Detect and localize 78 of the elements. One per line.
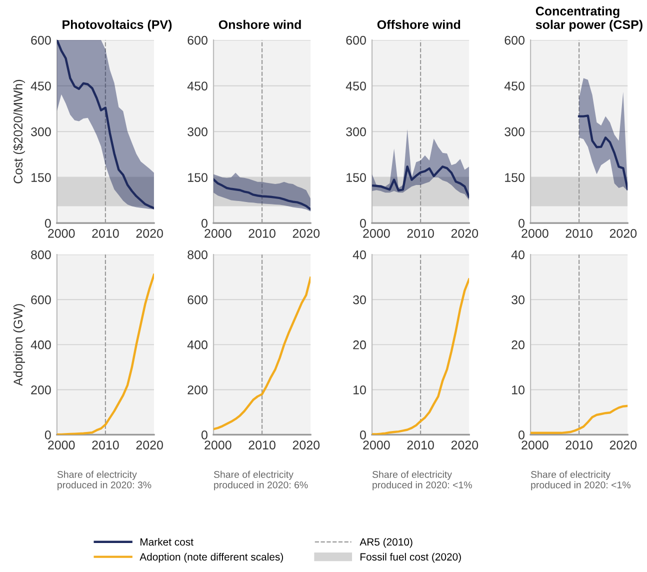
y-tick-label: 400 [30, 340, 51, 350]
y-tick-label: 600 [188, 36, 208, 45]
x-tick-label: 2020 [451, 228, 478, 238]
legend-label: Fossil fuel cost (2020) [360, 552, 461, 563]
x-tick-label: 2000 [204, 440, 232, 450]
x-tick-label: 2020 [136, 228, 163, 238]
y-tick-label: 0 [44, 218, 51, 228]
legend-label: AR5 (2010) [360, 538, 412, 548]
y-tick-label: 200 [31, 385, 51, 394]
y-tick-label: 20 [353, 340, 366, 350]
y-tick-label: 450 [187, 82, 208, 90]
x-tick-label: 2010 [92, 440, 119, 450]
y-tick-label: 0 [201, 218, 208, 228]
y-axis-title: Adoption (GW) [13, 304, 25, 386]
x-tick-label: 2020 [292, 440, 320, 450]
y-tick-label: 300 [31, 127, 51, 136]
y-tick-label: 400 [187, 340, 208, 350]
y-tick-label: 600 [504, 36, 524, 45]
chart-title: Offshore wind [377, 20, 460, 30]
y-tick-label: 450 [504, 82, 524, 90]
y-tick-label: 150 [188, 173, 208, 182]
y-tick-label: 40 [511, 250, 524, 260]
x-tick-label: 2000 [522, 228, 548, 238]
x-tick-label: 2000 [363, 228, 390, 238]
y-tick-label: 150 [346, 173, 366, 182]
text: Share of electricity produced in 2020: 3% [57, 470, 152, 490]
x-tick-label: 2010 [248, 228, 276, 238]
y-tick-label: 200 [188, 385, 208, 394]
x-tick-label: 2020 [136, 440, 163, 450]
y-tick-label: 10 [354, 385, 366, 394]
x-tick-label: 2000 [48, 228, 75, 238]
x-tick-label: 2010 [248, 440, 276, 450]
y-tick-label: 600 [346, 36, 366, 45]
y-tick-label: 0 [201, 430, 208, 440]
chart-title: Concentrating solar power (CSP) [536, 6, 642, 32]
y-tick-label: 300 [504, 127, 524, 136]
x-tick-label: 2000 [204, 228, 232, 238]
x-tick-label: 2020 [610, 228, 637, 238]
y-tick-label: 0 [360, 430, 366, 440]
x-tick-label: 2000 [522, 440, 548, 450]
x-tick-label: 2010 [407, 440, 434, 450]
y-tick-label: 600 [31, 295, 51, 304]
x-tick-label: 2000 [363, 440, 390, 450]
x-tick-label: 2010 [566, 228, 592, 238]
y-tick-label: 800 [188, 250, 208, 260]
y-tick-label: 450 [30, 82, 51, 90]
y-tick-label: 30 [353, 295, 366, 304]
legend-label: Adoption (note different scales) [140, 552, 283, 563]
y-tick-label: 40 [352, 250, 366, 260]
y-tick-label: 20 [512, 340, 524, 350]
y-tick-label: 300 [346, 127, 366, 136]
x-tick-label: 2010 [566, 440, 592, 450]
legend-label: Market cost [140, 538, 194, 546]
y-tick-label: 600 [188, 295, 208, 304]
x-tick-label: 2020 [292, 228, 320, 238]
y-tick-label: 450 [346, 82, 366, 90]
y-axis-title: Cost ($2020/MWh) [13, 80, 25, 184]
text: Share of electricity produced in 2020: 6% [214, 470, 308, 490]
x-tick-label: 2000 [48, 440, 75, 450]
y-tick-label: 0 [44, 430, 51, 440]
chart-title: Photovoltaics (PV) [62, 20, 172, 32]
x-tick-label: 2010 [92, 228, 119, 238]
y-tick-label: 600 [31, 36, 51, 45]
y-tick-label: 150 [31, 173, 51, 182]
y-tick-label: 150 [505, 173, 524, 182]
y-tick-label: 800 [31, 250, 51, 260]
y-tick-label: 0 [360, 218, 366, 228]
y-tick-label: 0 [518, 430, 524, 440]
text: Share of electricity produced in 2020: <1% [372, 470, 472, 490]
x-tick-label: 2020 [610, 440, 637, 450]
x-tick-label: 2020 [451, 440, 478, 450]
text: Share of electricity produced in 2020: <1% [530, 470, 630, 490]
y-tick-label: 300 [188, 127, 208, 136]
chart-title: Onshore wind [218, 20, 301, 30]
x-tick-label: 2010 [407, 228, 434, 238]
y-tick-label: 0 [518, 218, 524, 228]
y-tick-label: 10 [512, 385, 524, 394]
y-tick-label: 30 [512, 295, 524, 304]
